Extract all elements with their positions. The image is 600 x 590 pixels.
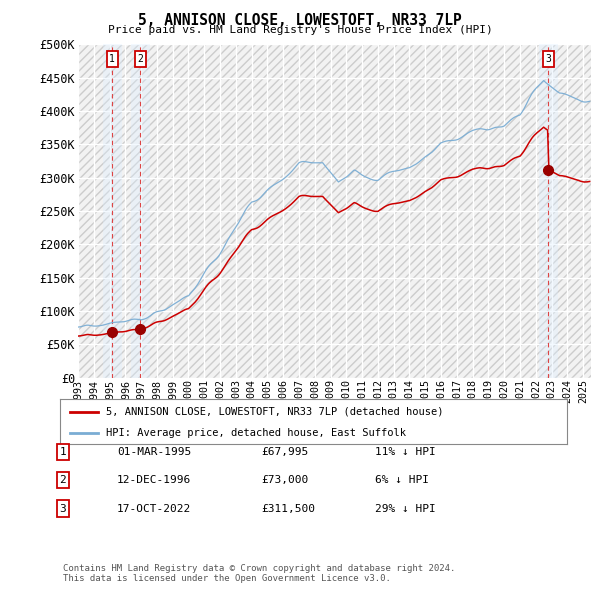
Text: 1: 1 (109, 54, 115, 64)
Text: 5, ANNISON CLOSE, LOWESTOFT, NR33 7LP (detached house): 5, ANNISON CLOSE, LOWESTOFT, NR33 7LP (d… (106, 407, 443, 417)
Bar (103, 44, 122, 378)
Text: 6% ↓ HPI: 6% ↓ HPI (375, 476, 429, 485)
Text: Contains HM Land Registry data © Crown copyright and database right 2024.
This d: Contains HM Land Registry data © Crown c… (63, 563, 455, 583)
Text: HPI: Average price, detached house, East Suffolk: HPI: Average price, detached house, East… (106, 428, 406, 438)
Text: 5, ANNISON CLOSE, LOWESTOFT, NR33 7LP: 5, ANNISON CLOSE, LOWESTOFT, NR33 7LP (138, 13, 462, 28)
Text: £73,000: £73,000 (261, 476, 308, 485)
Text: 17-OCT-2022: 17-OCT-2022 (117, 504, 191, 513)
Text: £311,500: £311,500 (261, 504, 315, 513)
Text: 1: 1 (59, 447, 67, 457)
Text: 2: 2 (137, 54, 143, 64)
Text: £67,995: £67,995 (261, 447, 308, 457)
Text: 12-DEC-1996: 12-DEC-1996 (117, 476, 191, 485)
Text: 2: 2 (59, 476, 67, 485)
Text: Price paid vs. HM Land Registry's House Price Index (HPI): Price paid vs. HM Land Registry's House … (107, 25, 493, 35)
Bar (131, 44, 150, 378)
Text: 29% ↓ HPI: 29% ↓ HPI (375, 504, 436, 513)
Bar (539, 44, 557, 378)
Text: 11% ↓ HPI: 11% ↓ HPI (375, 447, 436, 457)
Text: 01-MAR-1995: 01-MAR-1995 (117, 447, 191, 457)
Text: 3: 3 (59, 504, 67, 513)
Text: 3: 3 (545, 54, 551, 64)
